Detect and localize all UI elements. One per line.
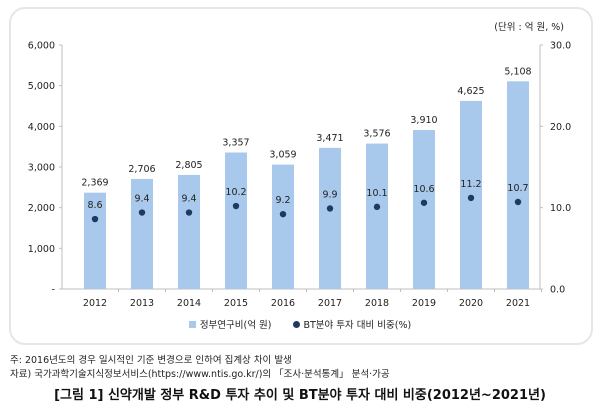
x-tick-label: 2014 [177,298,201,309]
ratio-point [91,215,99,223]
unit-label: (단위 : 억 원, %) [494,22,564,33]
bar-value-label: 3,357 [222,137,249,148]
ratio-point [279,210,287,218]
left-tick-label: - [52,285,55,296]
ratio-point [420,199,428,206]
bar-value-label: 3,910 [410,115,437,126]
x-tick-label: 2020 [459,298,483,309]
bar [319,147,341,289]
ratio-point [514,198,522,206]
bar-value-label: 3,471 [316,133,343,144]
bar [84,192,106,289]
x-tick-label: 2017 [318,298,342,309]
ratio-value-label: 10.7 [507,183,528,194]
chart-panel [9,7,593,345]
right-tick-label: 10.0 [550,203,571,214]
x-tick-label: 2012 [83,298,107,309]
left-tick-label: 2,000 [28,203,55,214]
source-text: 자료) 국가과학기술지식정보서비스(https://www.ntis.go.kr… [10,369,390,380]
left-tick-label: 5,000 [28,81,55,92]
bar [131,178,153,289]
ratio-point [138,209,146,216]
left-tick-label: 4,000 [28,122,55,133]
bar [178,174,200,289]
left-tick-label: 6,000 [28,41,55,52]
legend: 정부연구비(억 원) BT분야 투자 대비 비중(%) [0,317,600,331]
left-tick-label: 3,000 [28,163,55,174]
x-tick-label: 2013 [130,298,154,309]
bar [413,129,435,289]
bar-value-label: 5,108 [504,66,531,77]
bar [225,152,247,289]
bar [272,164,294,289]
ratio-point [185,209,193,216]
legend-dot-swatch [293,320,301,328]
right-tick-label: 0.0 [550,285,565,296]
x-tick-label: 2019 [412,298,436,309]
figure-title: [그림 1] 신약개발 정부 R&D 투자 추이 및 BT분야 투자 대비 비중… [54,388,546,403]
ratio-point [232,202,240,210]
ratio-value-label: 9.4 [181,194,196,205]
bar [366,143,388,289]
ratio-value-label: 9.9 [322,189,337,200]
legend-bar-label: 정부연구비(억 원) [199,320,272,331]
right-tick-label: 20.0 [550,122,571,133]
note-text: 주: 2016년도의 경우 일시적인 기준 변경으로 인하여 집계상 차이 발생 [10,355,292,366]
x-tick-label: 2015 [224,298,248,309]
bar-value-label: 3,059 [269,150,296,161]
ratio-point [326,205,334,212]
ratio-value-label: 10.1 [366,188,387,199]
left-tick-label: 1,000 [28,244,55,255]
bar-value-label: 2,805 [175,160,202,171]
ratio-value-label: 9.2 [275,195,290,206]
legend-bar-swatch [188,320,196,328]
ratio-value-label: 10.2 [225,187,246,198]
legend-dot-label: BT분야 투자 대비 비중(%) [303,320,412,331]
x-tick-label: 2016 [271,298,295,309]
bar-value-label: 3,576 [363,129,390,140]
ratio-value-label: 10.6 [413,184,434,195]
ratio-value-label: 8.6 [87,200,102,211]
bar-value-label: 2,369 [81,178,108,189]
ratio-point [467,194,475,202]
right-tick-label: 30.0 [550,41,571,52]
x-tick-label: 2021 [506,298,530,309]
ratio-point [373,203,381,211]
bar-value-label: 4,625 [457,86,484,97]
ratio-value-label: 9.4 [134,194,149,205]
bar-value-label: 2,706 [128,164,155,175]
bar [507,81,529,290]
x-tick-label: 2018 [365,298,389,309]
ratio-value-label: 11.2 [460,179,481,190]
